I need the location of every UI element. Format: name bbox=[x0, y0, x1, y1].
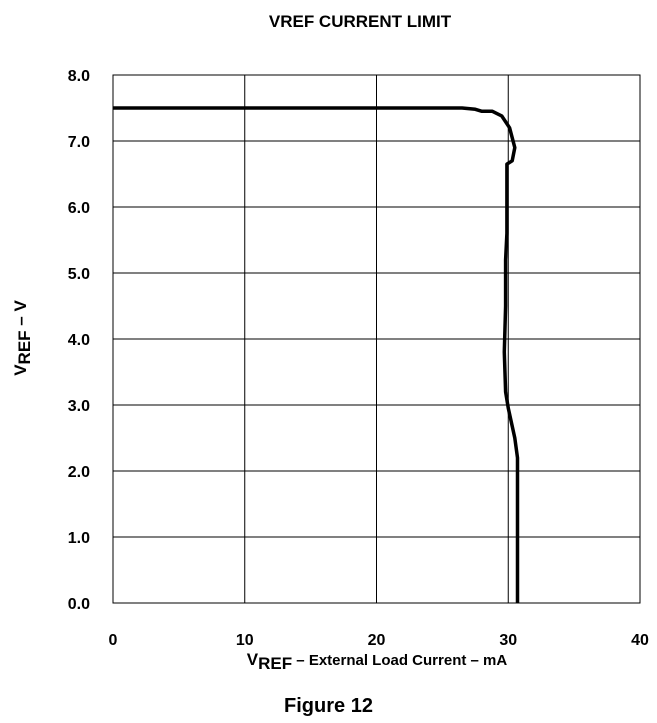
series-layer bbox=[113, 106, 520, 603]
x-tick-labels: 0 10 20 30 40 bbox=[109, 632, 649, 649]
y-tick-label: 7.0 bbox=[68, 134, 90, 151]
y-axis-title-main: V bbox=[11, 364, 30, 376]
x-axis-title: VREF – External Load Current – mA bbox=[247, 650, 508, 673]
y-axis-title-subscript: REF bbox=[15, 330, 34, 364]
x-axis-title-subscript: REF bbox=[258, 654, 292, 673]
y-tick-label: 5.0 bbox=[68, 266, 90, 283]
y-tick-label: 8.0 bbox=[68, 68, 90, 85]
y-tick-label: 6.0 bbox=[68, 200, 90, 217]
plot-frame bbox=[112, 74, 641, 604]
x-tick-label: 30 bbox=[499, 632, 517, 649]
y-axis-title: VREF – V bbox=[11, 300, 34, 376]
figure-caption: Figure 12 bbox=[284, 695, 373, 717]
y-tick-label: 1.0 bbox=[68, 530, 90, 547]
y-tick-label: 0.0 bbox=[68, 596, 90, 613]
y-tick-label: 4.0 bbox=[68, 332, 90, 349]
grid-lines bbox=[112, 74, 641, 604]
y-tick-label: 3.0 bbox=[68, 398, 90, 415]
x-tick-label: 20 bbox=[368, 632, 386, 649]
series-line-0 bbox=[113, 106, 520, 603]
x-tick-label: 0 bbox=[109, 632, 118, 649]
chart: VREF CURRENT LIMIT 0.0 1.0 2.0 3.0 4.0 5.0 6.0… bbox=[11, 12, 649, 673]
x-tick-label: 40 bbox=[631, 632, 649, 649]
chart-title: VREF CURRENT LIMIT bbox=[269, 12, 452, 31]
x-tick-label: 10 bbox=[236, 632, 254, 649]
x-axis-title-rest: – External Load Current – mA bbox=[292, 652, 507, 669]
y-tick-label: 2.0 bbox=[68, 464, 90, 481]
y-tick-labels: 0.0 1.0 2.0 3.0 4.0 5.0 6.0 7.0 8.0 bbox=[68, 68, 90, 613]
y-axis-title-rest: – V bbox=[11, 300, 30, 331]
x-axis-title-main: V bbox=[247, 650, 259, 669]
